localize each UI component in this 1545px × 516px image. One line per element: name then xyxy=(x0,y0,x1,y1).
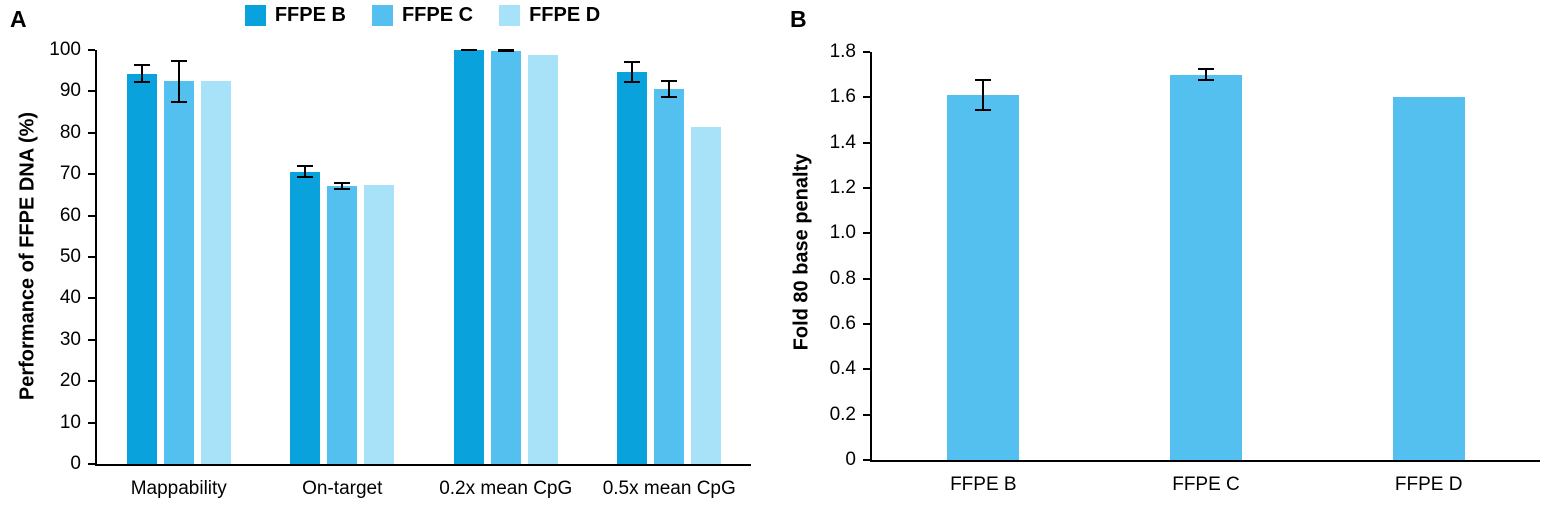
y-tick xyxy=(863,459,870,461)
bar xyxy=(947,95,1020,460)
error-bar xyxy=(497,49,514,53)
error-bar xyxy=(334,182,351,190)
bar xyxy=(691,126,722,464)
bar xyxy=(527,54,558,464)
bar xyxy=(327,185,358,464)
y-tick-label: 50 xyxy=(59,246,81,267)
y-tick xyxy=(88,214,95,217)
y-tick xyxy=(863,368,870,371)
bar xyxy=(1392,97,1465,460)
panel-a-plot-area: 0 10 20 30 40 50 60 70 80 90 100 Mappability On-targ… xyxy=(49,39,751,499)
x-tick-label: FFPE B xyxy=(950,474,1017,495)
bar xyxy=(490,50,521,464)
y-tick xyxy=(88,173,95,176)
y-tick-label: 0.4 xyxy=(829,358,856,380)
legend-item-ffpe-c: FFPE C xyxy=(371,4,474,27)
x-tick-label: FFPE C xyxy=(1172,474,1240,495)
y-tick xyxy=(863,277,870,280)
bar xyxy=(1170,74,1242,460)
bar xyxy=(364,184,395,464)
y-tick-label: 90 xyxy=(59,80,81,102)
y-tick xyxy=(863,141,870,144)
y-tick xyxy=(88,380,95,383)
error-bar xyxy=(661,79,678,98)
panel-b: B Fold 80 base penalty 0 0.2 0.4 0.6 0.8 1.0 1… xyxy=(780,0,1545,516)
x-tick-label: 0.5x mean CpG xyxy=(602,478,736,499)
legend: FFPE B FFPE C FFPE D xyxy=(95,4,750,27)
y-tick-label: 60 xyxy=(59,204,81,226)
panel-b-letter: B xyxy=(790,6,807,32)
x-tick-label: FFPE D xyxy=(1394,474,1463,495)
y-tick xyxy=(88,90,95,93)
x-tick-label: On-target xyxy=(302,478,383,499)
y-tick-label: 1.4 xyxy=(829,131,856,153)
y-tick xyxy=(863,51,870,53)
y-tick-label: 70 xyxy=(59,163,81,185)
y-tick xyxy=(863,232,870,235)
panel-a-letter: A xyxy=(10,6,27,32)
bar xyxy=(453,50,484,464)
legend-item-ffpe-d: FFPE D xyxy=(499,4,600,27)
y-tick-label: 0 xyxy=(70,453,81,474)
y-tick-label: 0 xyxy=(845,449,856,470)
y-tick-label: 1.8 xyxy=(829,41,856,62)
error-bar xyxy=(460,48,477,52)
y-tick-label: 1.0 xyxy=(829,222,856,244)
legend-label-ffpe-b: FFPE B xyxy=(274,4,346,26)
y-tick-label: 30 xyxy=(59,328,81,350)
bar xyxy=(200,80,231,464)
bar xyxy=(126,73,157,464)
error-bar xyxy=(1198,67,1214,82)
y-tick xyxy=(88,49,95,51)
error-bar xyxy=(297,165,314,179)
y-tick-label: 20 xyxy=(59,370,81,392)
legend-swatch-ffpe-d-icon xyxy=(499,5,521,26)
y-tick-label: 1.6 xyxy=(829,86,856,108)
y-tick-label: 100 xyxy=(49,39,81,60)
y-tick xyxy=(88,256,95,258)
bar xyxy=(163,81,194,464)
bar xyxy=(290,171,321,464)
y-tick-label: 80 xyxy=(59,121,81,143)
panel-a: A FFPE B FFPE C FFPE D Performance of FF… xyxy=(10,4,751,499)
y-tick xyxy=(863,323,870,325)
legend-label-ffpe-c: FFPE C xyxy=(401,4,474,26)
y-tick-label: 0.6 xyxy=(829,313,856,334)
legend-swatch-ffpe-b-icon xyxy=(244,5,266,26)
y-tick xyxy=(88,463,95,465)
y-tick xyxy=(88,421,95,424)
error-bar xyxy=(170,60,187,103)
y-tick xyxy=(863,413,870,416)
y-tick-label: 0.8 xyxy=(829,267,856,289)
y-tick xyxy=(88,297,95,300)
y-tick xyxy=(863,187,870,189)
y-tick xyxy=(88,338,95,341)
y-tick-label: 1.2 xyxy=(829,177,856,198)
error-bar xyxy=(133,64,150,83)
error-bar xyxy=(975,79,992,111)
y-tick-label: 10 xyxy=(59,411,81,433)
x-tick-label: 0.2x mean CpG xyxy=(439,478,573,499)
legend-swatch-ffpe-c-icon xyxy=(371,5,393,26)
bar xyxy=(617,71,648,464)
x-tick-label: Mappability xyxy=(130,478,227,499)
y-tick-label: 40 xyxy=(59,287,81,309)
error-bar xyxy=(624,61,641,83)
y-tick xyxy=(863,96,870,99)
y-tick xyxy=(88,131,95,134)
y-tick-label: 0.2 xyxy=(829,403,856,425)
panel-b-plot-area: 0 0.2 0.4 0.6 0.8 1.0 1.2 1.4 1.6 1.8 FFPE B FFPE C… xyxy=(830,41,1540,495)
legend-label-ffpe-d: FFPE D xyxy=(529,4,601,26)
legend-item-ffpe-b: FFPE B xyxy=(244,4,346,27)
bar xyxy=(654,88,685,464)
